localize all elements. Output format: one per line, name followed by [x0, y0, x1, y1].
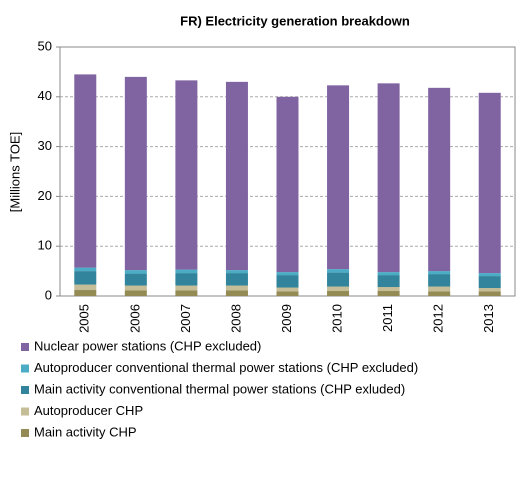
bar-segment [74, 267, 97, 272]
bar-segment [327, 269, 350, 273]
bar-segment [124, 285, 147, 291]
y-tick-label: 20 [38, 188, 52, 203]
y-tick-label: 0 [45, 287, 52, 302]
bar-segment [377, 272, 400, 276]
bar-segment [124, 76, 147, 271]
bar-segment [276, 291, 299, 296]
y-tick-label: 40 [38, 88, 52, 103]
x-tick-label: 2006 [127, 304, 142, 333]
bar-segment [225, 81, 248, 271]
y-tick-label: 30 [38, 138, 52, 153]
bar-segment [478, 273, 501, 277]
bar-segment [428, 274, 451, 287]
bar-segment [478, 276, 501, 289]
legend-swatch [21, 386, 29, 394]
bar-segment [276, 272, 299, 276]
legend-label: Main activity CHP [34, 424, 137, 439]
bar-segment [327, 286, 350, 292]
x-tick-label: 2012 [431, 304, 446, 333]
bar-segment [428, 291, 451, 296]
bar-segment [74, 290, 97, 296]
bar-segment [428, 271, 451, 275]
chart-title: FR) Electricity generation breakdown [180, 13, 410, 28]
bar-segment [478, 291, 501, 296]
legend-swatch [21, 343, 29, 351]
bar-segment [175, 80, 198, 270]
bar-segment [327, 291, 350, 296]
bar-segment [276, 287, 299, 292]
bar-segment [175, 285, 198, 291]
bar-segment [377, 83, 400, 273]
bar-segment [124, 273, 147, 286]
x-tick-label: 2009 [279, 304, 294, 333]
bar-segment [74, 271, 97, 285]
bar-segment [377, 287, 400, 292]
legend-swatch [21, 364, 29, 373]
bar-segment [225, 290, 248, 296]
bar-segment [175, 290, 198, 296]
bar-segment [225, 270, 248, 274]
x-tick-label: 2007 [178, 304, 193, 333]
legend-label: Autoproducer conventional thermal power … [34, 360, 418, 375]
bar-segment [428, 87, 451, 272]
bar-segment [377, 291, 400, 296]
y-tick-label: 50 [38, 38, 52, 53]
bar-segment [478, 288, 501, 292]
x-tick-label: 2005 [77, 304, 92, 333]
x-tick-label: 2010 [329, 304, 344, 333]
bar-segment [74, 284, 97, 291]
bar-segment [478, 92, 501, 274]
bar-segment [377, 275, 400, 288]
x-tick-label: 2013 [481, 304, 496, 333]
legend-label: Autoproducer CHP [34, 403, 143, 418]
x-tick-label: 2008 [228, 304, 243, 333]
bar-segment [428, 286, 451, 292]
bar-segment [124, 290, 147, 296]
y-axis-label: [Millions TOE] [7, 132, 22, 212]
bar-segment [225, 273, 248, 286]
legend-label: Nuclear power stations (CHP excluded) [34, 338, 261, 353]
bar-segment [124, 270, 147, 274]
legend-label: Main activity conventional thermal power… [34, 381, 405, 396]
bar-segment [175, 273, 198, 286]
bar-segment [225, 285, 248, 291]
bar-segment [74, 74, 97, 268]
y-tick-label: 10 [38, 238, 52, 253]
legend-swatch [21, 407, 29, 416]
bar-segment [327, 85, 350, 270]
x-tick-label: 2011 [380, 304, 395, 332]
bar-segment [276, 275, 299, 288]
bar-segment [276, 96, 299, 273]
bar-segment [327, 272, 350, 287]
legend-swatch [21, 429, 29, 437]
bar-segment [175, 269, 198, 274]
